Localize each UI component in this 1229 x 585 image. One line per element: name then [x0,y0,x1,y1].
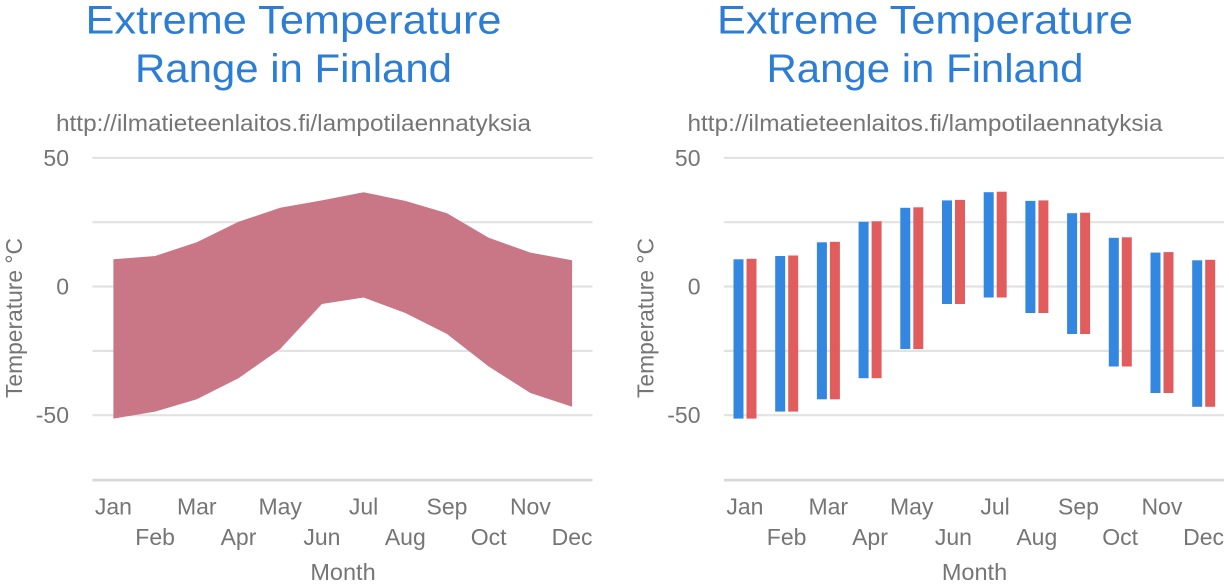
svg-text:-50: -50 [667,402,700,428]
svg-text:Feb: Feb [135,524,175,550]
svg-text:Apr: Apr [852,524,888,550]
svg-text:Nov: Nov [510,494,551,520]
svg-text:0: 0 [56,274,69,300]
svg-text:Range in Finland: Range in Finland [767,47,1084,91]
svg-text:Jun: Jun [935,524,972,550]
svg-text:Apr: Apr [221,524,257,550]
svg-text:Aug: Aug [1016,524,1057,550]
svg-text:Mar: Mar [177,494,217,520]
svg-text:http://ilmatieteenlaitos.fi/la: http://ilmatieteenlaitos.fi/lampotilaenn… [688,110,1164,136]
svg-text:Range in Finland: Range in Finland [135,47,452,91]
svg-text:Temperature °C: Temperature °C [633,238,659,398]
svg-text:Dec: Dec [552,524,593,550]
svg-text:Jul: Jul [980,494,1009,520]
svg-text:-50: -50 [36,402,69,428]
svg-text:50: 50 [43,145,69,171]
svg-text:Oct: Oct [1102,524,1138,550]
svg-text:Jan: Jan [95,494,132,520]
svg-text:Month: Month [310,559,375,585]
svg-text:Aug: Aug [385,524,426,550]
svg-text:May: May [890,494,934,520]
svg-text:Feb: Feb [767,524,807,550]
svg-text:Dec: Dec [1183,524,1224,550]
svg-text:Sep: Sep [1058,494,1099,520]
svg-text:Nov: Nov [1141,494,1182,520]
svg-text:May: May [258,494,302,520]
svg-text:Temperature °C: Temperature °C [1,238,27,398]
svg-text:Mar: Mar [808,494,848,520]
svg-text:0: 0 [688,274,701,300]
svg-text:Extreme Temperature: Extreme Temperature [86,0,502,43]
svg-text:50: 50 [675,145,701,171]
svg-text:Jul: Jul [349,494,378,520]
svg-text:Extreme Temperature: Extreme Temperature [717,0,1133,43]
svg-text:Jun: Jun [303,524,340,550]
svg-text:Jan: Jan [726,494,763,520]
svg-text:Month: Month [942,559,1007,585]
svg-text:Oct: Oct [471,524,507,550]
svg-text:Sep: Sep [427,494,468,520]
svg-text:http://ilmatieteenlaitos.fi/la: http://ilmatieteenlaitos.fi/lampotilaenn… [56,110,532,136]
